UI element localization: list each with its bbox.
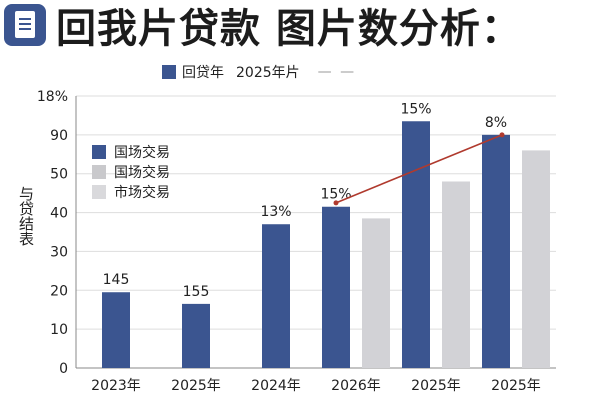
legend-extra-label: 2025年片: [236, 65, 300, 81]
bar-primary: [262, 224, 290, 368]
data-label: 145: [103, 272, 130, 288]
trend-point: [333, 200, 339, 206]
side-legend-swatch: [92, 145, 106, 159]
x-tick-label: 2024年: [251, 378, 301, 394]
x-tick-label: 2025年: [411, 378, 461, 394]
y-tick-label: 20: [50, 283, 68, 299]
trend-line: [335, 134, 503, 204]
bar-primary: [402, 121, 430, 368]
data-label: 15%: [320, 187, 351, 203]
bar-primary: [182, 303, 210, 368]
x-tick-label: 2026年: [331, 378, 381, 394]
side-legend-label: 市场交易: [114, 185, 170, 201]
data-label: 155: [183, 284, 210, 300]
trend-point: [499, 132, 505, 138]
legend-series-label: 回贷年: [182, 65, 224, 81]
bar-secondary: [522, 150, 550, 368]
side-legend-swatch: [92, 185, 106, 199]
y-tick-label: 30: [50, 244, 68, 260]
data-label: 13%: [260, 204, 291, 220]
side-legend-label: 国场交易: [114, 165, 170, 181]
page-title: 回我片贷款 图片数分析：: [56, 6, 522, 52]
side-legend-item: 市场交易: [92, 182, 170, 202]
side-legend-item: 国场交易: [92, 162, 170, 182]
side-legend: 国场交易 国场交易 市场交易: [92, 142, 170, 202]
y-tick-label: 10: [50, 322, 68, 338]
data-label: 8%: [485, 115, 507, 131]
title-row: 回我片贷款 图片数分析：: [4, 2, 522, 52]
x-tick-label: 2025年: [171, 378, 221, 394]
data-label: 15%: [400, 101, 431, 117]
x-tick-label: 2025年: [491, 378, 541, 394]
y-tick-label: 0: [59, 361, 68, 377]
y-tick-label: 90: [50, 128, 68, 144]
bar-secondary: [442, 181, 470, 368]
document-icon: [4, 4, 46, 46]
bar-primary: [102, 292, 130, 368]
x-tick-label: 2023年: [91, 378, 141, 394]
y-tick-label: 40: [50, 206, 68, 222]
side-legend-swatch: [92, 165, 106, 179]
bar-primary: [322, 206, 350, 368]
legend-dash: — —: [317, 64, 357, 80]
legend-swatch-dark: [162, 65, 176, 79]
side-legend-label: 国场交易: [114, 145, 170, 161]
bar-primary: [482, 134, 510, 368]
y-axis-label: 与贷结表: [17, 186, 35, 246]
bar-secondary: [362, 218, 390, 368]
y-tick-label: 18%: [37, 89, 68, 105]
top-legend: 回贷年 2025年片 — —: [162, 62, 356, 82]
side-legend-item: 国场交易: [92, 142, 170, 162]
y-tick-label: 50: [50, 167, 68, 183]
